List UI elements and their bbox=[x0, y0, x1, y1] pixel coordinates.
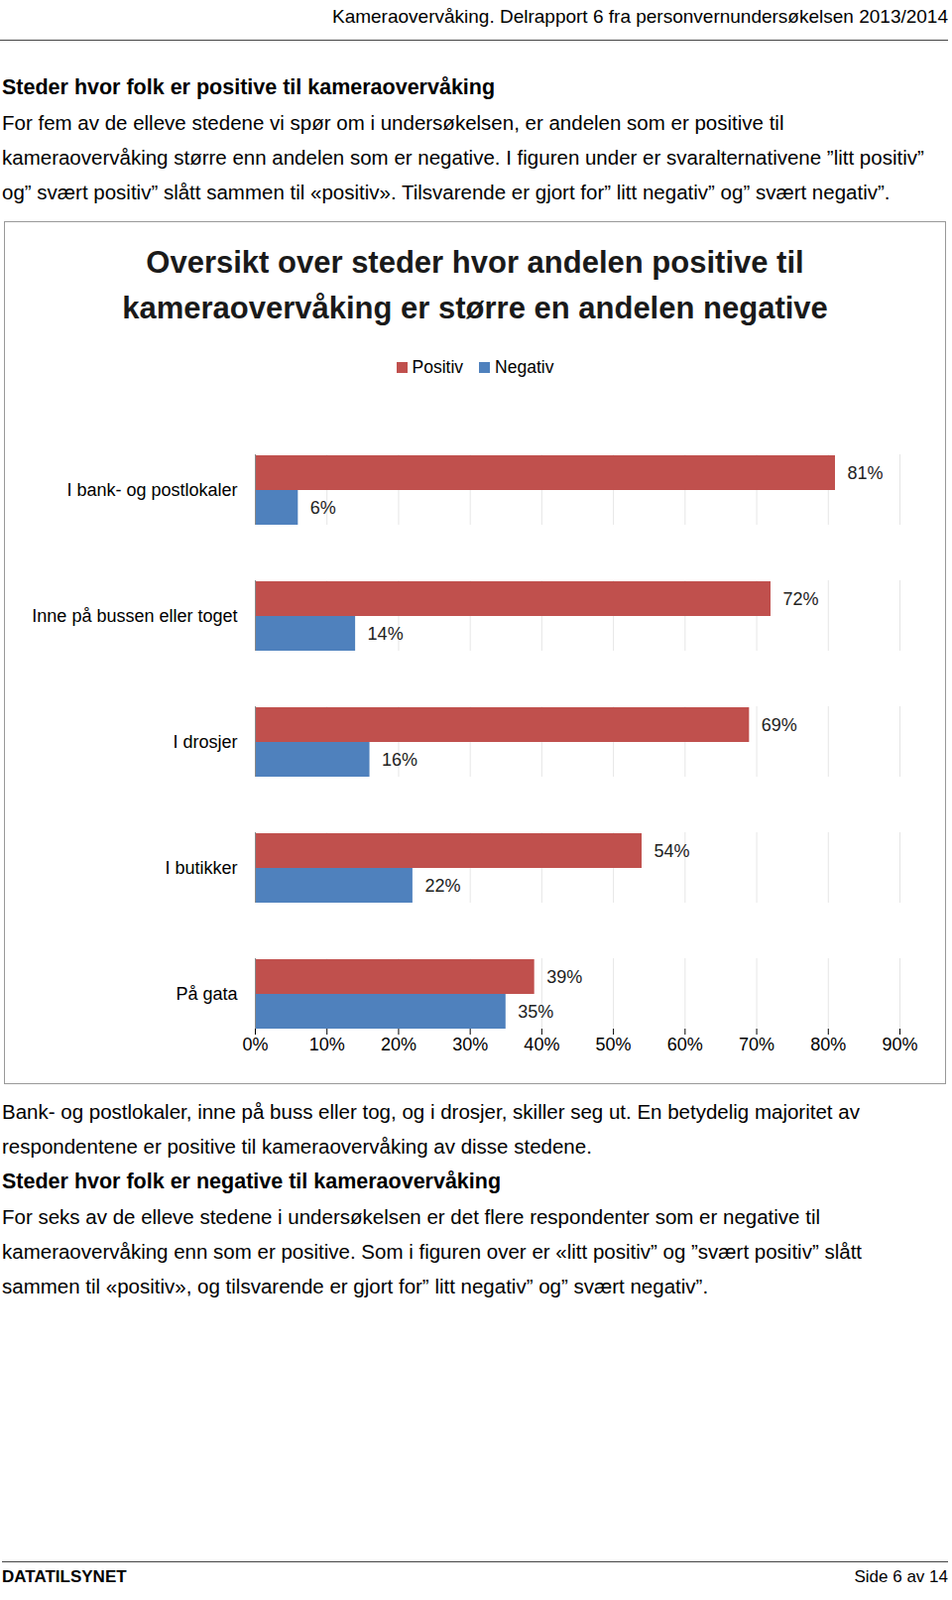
html-text:Steder hvor folk er positive t: Steder hvor folk er positive til kamerao… bbox=[1, 75, 495, 100]
svg-text:14%: 14% bbox=[367, 623, 404, 644]
html-text:Negativ: Negativ bbox=[494, 357, 554, 377]
html-text:DATATILSYNET: DATATILSYNET bbox=[1, 1566, 127, 1586]
svg-text:72%: 72% bbox=[783, 589, 820, 609]
html-text:Side 6 av 14: Side 6 av 14 bbox=[854, 1566, 949, 1586]
svg-text:0%: 0% bbox=[241, 1034, 268, 1055]
svg-text:30%: 30% bbox=[452, 1034, 488, 1055]
svg-text:20%: 20% bbox=[380, 1034, 417, 1055]
svg-text:50%: 50% bbox=[595, 1034, 632, 1055]
svg-text:I bank- og postlokaler: I bank- og postlokaler bbox=[66, 479, 238, 500]
svg-text:22%: 22% bbox=[424, 875, 461, 896]
svg-text:I drosjer: I drosjer bbox=[172, 731, 238, 752]
svg-text:70%: 70% bbox=[738, 1034, 775, 1055]
svg-text:På gata: På gata bbox=[175, 983, 238, 1004]
svg-text:81%: 81% bbox=[847, 463, 884, 483]
html-text:For fem av de elleve stedene v: For fem av de elleve stedene vi spør om … bbox=[1, 111, 925, 204]
svg-text:80%: 80% bbox=[810, 1034, 846, 1055]
svg-text:40%: 40% bbox=[523, 1034, 560, 1055]
html-text:For seks av de elleve stedene: For seks av de elleve stedene i undersøk… bbox=[1, 1204, 862, 1298]
html-text:Kameraovervåking. Delrapport 6: Kameraovervåking. Delrapport 6 fra perso… bbox=[332, 5, 949, 27]
html-text:Oversikt over steder hvor ande: Oversikt over steder hvor andelen positi… bbox=[122, 244, 828, 326]
svg-text:90%: 90% bbox=[881, 1034, 918, 1055]
svg-text:69%: 69% bbox=[761, 714, 798, 735]
svg-text:6%: 6% bbox=[310, 497, 337, 518]
svg-text:54%: 54% bbox=[654, 840, 691, 861]
svg-text:60%: 60% bbox=[667, 1034, 704, 1055]
svg-text:Inne på bussen eller toget: Inne på bussen eller toget bbox=[31, 605, 238, 626]
svg-text:39%: 39% bbox=[546, 966, 583, 987]
html-text:Positiv: Positiv bbox=[412, 357, 464, 377]
html-text:Steder hvor folk er negative t: Steder hvor folk er negative til kamerao… bbox=[1, 1169, 501, 1193]
svg-text:35%: 35% bbox=[517, 1001, 554, 1022]
svg-text:10%: 10% bbox=[309, 1034, 346, 1055]
svg-text:16%: 16% bbox=[381, 749, 418, 770]
svg-text:I butikker: I butikker bbox=[164, 857, 238, 878]
html-text:Bank- og postlokaler, inne på: Bank- og postlokaler, inne på buss eller… bbox=[1, 1099, 860, 1158]
